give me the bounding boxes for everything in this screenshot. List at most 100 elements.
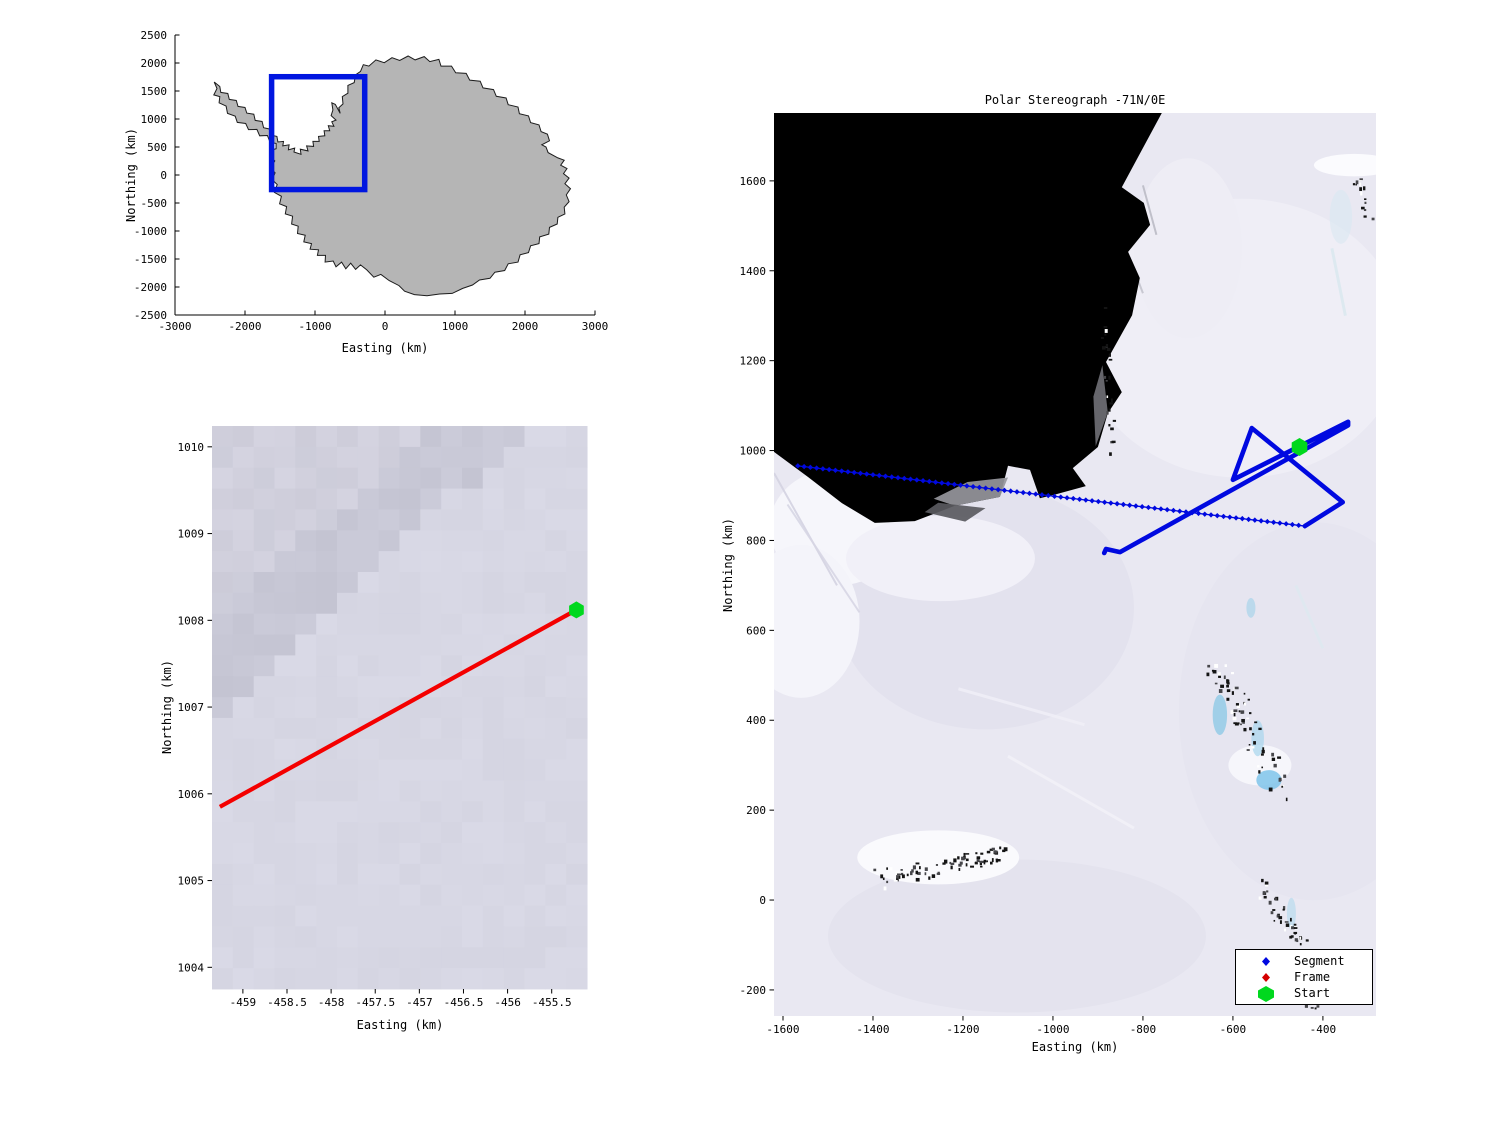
legend-row-segment: Segment bbox=[1236, 953, 1372, 970]
image-pixel bbox=[232, 801, 255, 823]
x-tick-label: -600 bbox=[1220, 1023, 1247, 1036]
y-tick-label: -1500 bbox=[134, 253, 167, 266]
image-pixel bbox=[524, 488, 546, 510]
image-pixel bbox=[482, 446, 505, 469]
image-pixel bbox=[482, 738, 505, 761]
nunatak-speck bbox=[1112, 419, 1117, 422]
image-pixel bbox=[503, 446, 526, 469]
segment-marker bbox=[1083, 497, 1089, 503]
nunatak-speck bbox=[1101, 346, 1106, 350]
image-pixel bbox=[295, 488, 317, 510]
frame-line bbox=[218, 608, 578, 809]
segment-marker bbox=[1145, 504, 1152, 511]
image-pixel bbox=[295, 467, 317, 490]
image-pixel bbox=[503, 592, 526, 615]
image-pixel bbox=[212, 697, 234, 719]
image-pixel bbox=[462, 509, 484, 531]
image-pixel bbox=[274, 968, 296, 990]
image-pixel bbox=[232, 676, 255, 698]
image-pixel bbox=[295, 926, 317, 948]
image-pixel bbox=[212, 738, 234, 761]
image-pixel bbox=[482, 863, 505, 886]
image-pixel bbox=[316, 780, 338, 802]
image-pixel bbox=[545, 697, 567, 719]
nunatak-speck bbox=[1108, 358, 1113, 361]
y-tick-label: 1500 bbox=[141, 85, 168, 98]
image-pixel bbox=[566, 446, 588, 469]
segment-marker bbox=[1295, 522, 1302, 529]
main-ylabel: Northing (km) bbox=[721, 518, 735, 612]
image-pixel bbox=[462, 592, 484, 615]
image-pixel bbox=[420, 717, 442, 740]
nunatak-speck bbox=[886, 880, 889, 884]
image-pixel bbox=[441, 822, 463, 844]
segment-marker bbox=[832, 467, 839, 474]
legend-label-segment: Segment bbox=[1294, 954, 1345, 968]
image-pixel bbox=[316, 509, 338, 531]
image-pixel bbox=[503, 947, 526, 969]
image-pixel bbox=[399, 634, 421, 656]
image-pixel bbox=[316, 467, 338, 490]
nunatak-speck bbox=[1284, 928, 1287, 932]
image-pixel bbox=[399, 446, 421, 469]
image-pixel bbox=[503, 780, 526, 802]
nunatak-speck bbox=[1214, 663, 1219, 668]
image-pixel bbox=[295, 655, 317, 677]
image-pixel bbox=[420, 634, 442, 656]
image-pixel bbox=[441, 446, 463, 469]
image-pixel bbox=[274, 863, 296, 886]
image-pixel bbox=[253, 509, 276, 531]
image-pixel bbox=[462, 676, 484, 698]
satellite-image bbox=[774, 113, 1376, 1016]
image-pixel bbox=[566, 426, 588, 448]
ice-texture-patch bbox=[1329, 189, 1353, 244]
image-pixel bbox=[462, 572, 484, 594]
segment-marker bbox=[1045, 492, 1051, 499]
image-pixel bbox=[337, 947, 359, 969]
image-pixel bbox=[253, 905, 276, 927]
segment-marker bbox=[914, 477, 920, 483]
image-pixel bbox=[462, 947, 484, 969]
image-pixel bbox=[566, 676, 588, 698]
image-pixel bbox=[295, 446, 317, 469]
legend-row-start: Start bbox=[1236, 985, 1372, 1002]
nunatak-speck bbox=[1265, 883, 1269, 887]
crevasse-streak bbox=[774, 472, 838, 586]
image-pixel bbox=[357, 759, 380, 781]
image-pixel bbox=[441, 717, 463, 740]
nunatak-speck bbox=[997, 859, 1001, 862]
image-pixel bbox=[378, 446, 401, 469]
image-pixel bbox=[503, 655, 526, 677]
image-pixel bbox=[212, 801, 234, 823]
image-pixel bbox=[253, 592, 276, 615]
nunatak-speck bbox=[1270, 911, 1274, 915]
nunatak-speck bbox=[1105, 380, 1108, 382]
image-pixel bbox=[503, 968, 526, 990]
segment-marker bbox=[939, 480, 945, 486]
segment-marker bbox=[920, 478, 926, 484]
image-pixel bbox=[378, 780, 401, 802]
segment-connector-line bbox=[797, 465, 1305, 527]
image-pixel bbox=[253, 676, 276, 698]
image-pixel bbox=[545, 655, 567, 677]
image-pixel bbox=[253, 947, 276, 969]
image-pixel bbox=[441, 655, 463, 677]
image-pixel bbox=[524, 822, 546, 844]
y-tick-label: 1009 bbox=[178, 528, 205, 541]
image-pixel bbox=[545, 780, 567, 802]
image-pixel bbox=[503, 676, 526, 698]
image-pixel bbox=[212, 947, 234, 969]
image-pixel bbox=[545, 717, 567, 740]
nunatak-speck bbox=[896, 875, 900, 879]
nunatak-speck bbox=[989, 861, 993, 865]
image-pixel bbox=[420, 509, 442, 531]
x-tick-label: -1600 bbox=[766, 1023, 799, 1036]
region-of-interest-box bbox=[268, 73, 368, 193]
segment-marker bbox=[795, 463, 801, 469]
image-pixel bbox=[337, 822, 359, 844]
segment-marker bbox=[1164, 507, 1170, 513]
nunatak-speck bbox=[1260, 753, 1264, 756]
x-tick-label: -458 bbox=[318, 996, 345, 1009]
image-pixel bbox=[232, 759, 255, 781]
image-pixel bbox=[462, 426, 484, 448]
